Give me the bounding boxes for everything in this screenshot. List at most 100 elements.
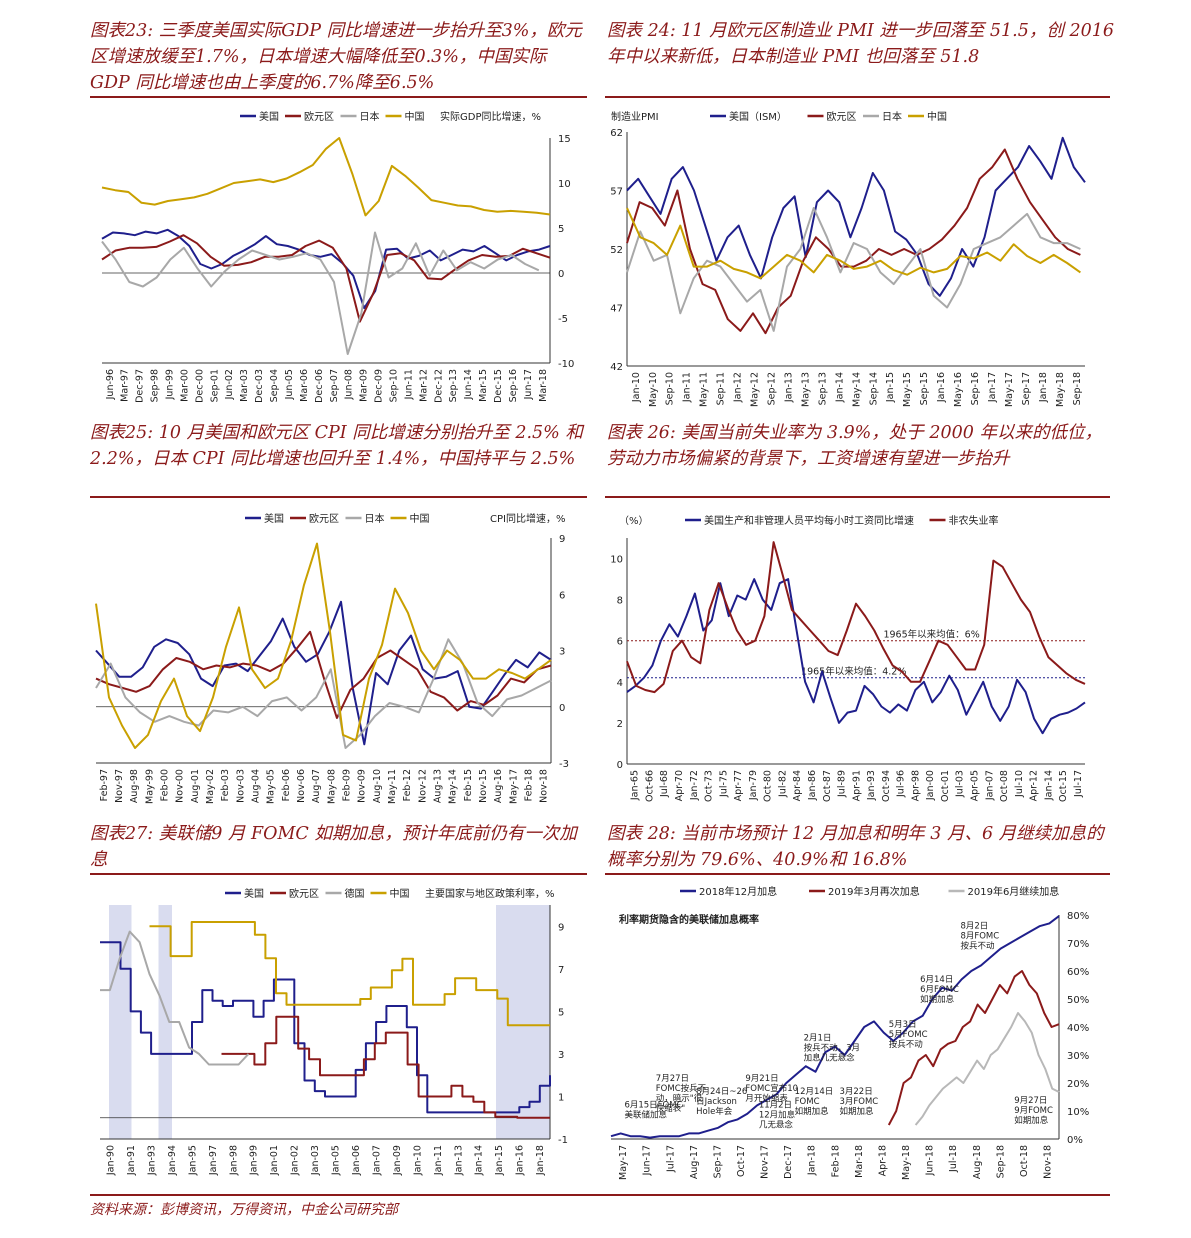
x-tick-label: Jan-91 xyxy=(126,1145,137,1176)
y-tick-label: 10 xyxy=(610,555,623,566)
x-tick-label: Jan-93 xyxy=(866,770,877,801)
event-annotation: 9月27日 9月FOMC 如期加息 xyxy=(1014,1096,1053,1126)
x-tick-label: Apr-84 xyxy=(792,770,803,801)
x-tick-label: Dec-97 xyxy=(135,369,146,403)
event-annotation: 8月2日 8月FOMC 按兵不动 xyxy=(960,921,999,951)
x-tick-label: Nov-00 xyxy=(175,769,186,803)
y-tick-label: -10 xyxy=(558,359,574,370)
series-line-0 xyxy=(626,578,1086,735)
event-annotation: 7月27日 FOMC按兵不动，暗示"很快缩表" xyxy=(656,1074,707,1114)
chart-labor: 0 2 4 6 8 10 Jan-65 Oct-66 Jul-68 Apr-70 Jan-72 Oct… xyxy=(610,514,1086,802)
legend-label: 欧元区 xyxy=(304,111,334,123)
series-line-0 xyxy=(100,941,551,1114)
series-line-1 xyxy=(626,148,1081,335)
series-line-3 xyxy=(95,542,552,749)
x-tick-label: Jan-16 xyxy=(515,1145,526,1176)
x-tick-label: Feb-12 xyxy=(402,769,413,801)
x-tick-label: Jul-17 xyxy=(665,1145,676,1173)
x-tick-label: Dec-06 xyxy=(314,369,325,403)
x-tick-label: May-99 xyxy=(144,769,155,804)
rule-bottom xyxy=(90,1194,1110,1196)
x-tick-label: Feb-00 xyxy=(160,769,171,801)
series-line-1 xyxy=(626,541,1086,694)
x-tick-label: Sep-10 xyxy=(665,372,676,405)
x-tick-label: Apr-12 xyxy=(1029,770,1040,801)
x-tick-label: May-17 xyxy=(618,1145,629,1180)
rule-mid-right xyxy=(605,496,1110,498)
x-tick-label: Jun-14 xyxy=(463,369,474,400)
x-tick-label: Mar-12 xyxy=(418,369,429,402)
x-tick-label: Jan-90 xyxy=(106,1145,117,1176)
event-annotation: 6月15日FOMC 美联储加息 xyxy=(624,1101,682,1121)
y-tick-label: 3 xyxy=(559,647,565,658)
x-tick-label: Nov-09 xyxy=(357,769,368,803)
x-tick-label: Jan-13 xyxy=(783,372,794,403)
x-tick-label: Jan-00 xyxy=(925,770,936,801)
x-tick-label: Feb-03 xyxy=(220,769,231,801)
series-line-0 xyxy=(626,136,1086,297)
chart-title: 利率期货隐含的美联储加息概率 xyxy=(619,913,759,926)
series-line-1 xyxy=(95,630,552,719)
x-tick-label: Oct-94 xyxy=(881,770,892,802)
x-tick-label: Jan-72 xyxy=(689,770,700,801)
rule-mid-left xyxy=(90,496,587,498)
x-tick-label: Sep-07 xyxy=(329,369,340,402)
series-line-2 xyxy=(914,1012,1060,1126)
x-tick-label: Jan-95 xyxy=(187,1145,198,1176)
series-line-0 xyxy=(95,600,552,746)
y-tick-label: 7 xyxy=(558,965,564,976)
series-line-1 xyxy=(887,970,1060,1126)
x-tick-label: May-11 xyxy=(699,372,710,407)
y-tick-label: 1 xyxy=(558,1092,564,1103)
x-tick-label: May-13 xyxy=(800,372,811,407)
x-tick-label: Apr-98 xyxy=(910,770,921,801)
y-tick-label: 47 xyxy=(610,304,623,315)
x-tick-label: Jan-11 xyxy=(682,372,693,403)
event-annotation: 9月21日 FOMC宣布10 月开始缩表 xyxy=(745,1074,798,1104)
legend-label: 美国 xyxy=(244,887,264,900)
rule-low-right xyxy=(605,873,1110,875)
x-tick-label: May-18 xyxy=(901,1145,912,1180)
x-tick-label: Jun-05 xyxy=(284,369,295,400)
x-tick-label: May-18 xyxy=(1055,372,1066,407)
x-tick-label: Jul-75 xyxy=(718,770,729,798)
y-tick-label: 3 xyxy=(558,1050,564,1061)
y-tick-label: 52 xyxy=(610,245,623,256)
legend-label: 非农失业率 xyxy=(949,514,999,527)
x-tick-label: Jul-18 xyxy=(948,1145,959,1173)
legend-label: 美国 xyxy=(259,110,279,123)
x-tick-label: May-08 xyxy=(326,769,337,804)
x-tick-label: Oct-73 xyxy=(704,770,715,802)
y-tick-label: 9 xyxy=(559,534,565,545)
event-annotation: 5月3日 5月FOMC 按兵不动 xyxy=(889,1020,928,1050)
y-tick-label: 30% xyxy=(1067,1051,1089,1062)
x-tick-label: Oct-80 xyxy=(763,770,774,802)
x-tick-label: May-14 xyxy=(448,769,459,804)
series-line-1 xyxy=(221,1015,550,1119)
x-tick-label: Jan-09 xyxy=(392,1145,403,1176)
x-tick-label: Dec-15 xyxy=(493,369,504,403)
x-tick-label: Sep-12 xyxy=(767,372,778,405)
y-axis-label: （%） xyxy=(619,515,649,527)
series-line-3 xyxy=(149,921,550,1027)
x-tick-label: Jun-08 xyxy=(344,369,355,400)
chart-pmi: 42 47 52 57 62 Jan-10 May-10 Sep-10 Jan-11 May-11… xyxy=(610,110,1086,407)
event-annotation: 3月22日 3月FOMC 如期加息 xyxy=(839,1087,878,1117)
legend-label: 美国生产和非管理人员平均每小时工资同比增速 xyxy=(704,514,914,527)
x-tick-label: May-10 xyxy=(648,372,659,407)
x-tick-label: Jan-99 xyxy=(249,1145,260,1176)
x-tick-label: Jan-06 xyxy=(351,1145,362,1176)
x-tick-label: Jan-86 xyxy=(807,770,818,801)
chart-policy: -1 1 3 5 7 9 Jan-90 Jan-91 Jan-93 Jan-94 Jan-95 Jan… xyxy=(100,887,568,1176)
x-tick-label: Jan-03 xyxy=(310,1145,321,1176)
x-tick-label: Apr-91 xyxy=(851,770,862,801)
x-tick-label: Aug-13 xyxy=(433,769,444,803)
chart-gdp: -10 -5 0 5 10 15 Jun-96 Mar-97 Dec-97 Sep-98 Jun-9… xyxy=(101,110,574,403)
x-tick-label: Sep-17 xyxy=(1021,372,1032,405)
rule-low-left xyxy=(90,873,587,875)
x-tick-label: Mar-06 xyxy=(299,369,310,402)
x-tick-label: Feb-18 xyxy=(524,769,535,801)
x-tick-label: Jun-96 xyxy=(105,369,116,400)
legend-label: 欧元区 xyxy=(309,513,339,525)
caption-28: 图表 28: 当前市场预计 12 月加息和明年 3 月、6 月继续加息的概率分别… xyxy=(607,824,1104,870)
